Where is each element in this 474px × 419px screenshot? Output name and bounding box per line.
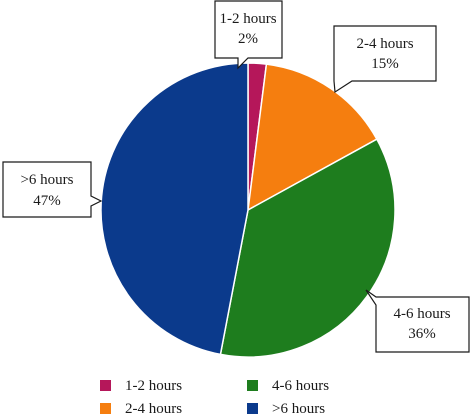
legend-swatch-gt6-hours (247, 403, 258, 414)
legend-label-gt6-hours: >6 hours (272, 401, 325, 417)
callout-4-6-hours-box (365, 289, 470, 353)
callout-4-6-hours: 4-6 hours 36% (365, 289, 470, 353)
legend-label-1-2-hours: 1-2 hours (125, 378, 182, 394)
pie-slice-gt6-hours (100, 62, 249, 356)
pie-slice-4-6-hours (219, 138, 396, 358)
callout-2-4-hours: 2-4 hours 15% (333, 25, 437, 94)
callout-1-2-hours-box (214, 0, 283, 70)
callout-gt6-hours-label: >6 hours (20, 172, 73, 188)
pie-slice-2-4-hours (247, 63, 378, 212)
callout-gt6-hours-box (2, 161, 103, 218)
legend-label-4-6-hours: 4-6 hours (272, 378, 329, 394)
callout-1-2-hours: 1-2 hours 2% (214, 0, 283, 70)
legend-swatch-1-2-hours (100, 380, 111, 391)
callout-2-4-hours-value: 15% (371, 56, 399, 72)
pie-slices (100, 62, 396, 358)
callout-gt6-hours-value: 47% (33, 193, 61, 209)
callout-4-6-hours-label: 4-6 hours (393, 306, 450, 322)
legend: 1-2 hours 4-6 hours 2-4 hours >6 hours (100, 378, 329, 417)
callout-4-6-hours-value: 36% (408, 326, 436, 342)
callout-1-2-hours-value: 2% (238, 31, 258, 47)
callout-2-4-hours-box (333, 25, 437, 94)
callout-2-4-hours-label: 2-4 hours (356, 36, 413, 52)
legend-label-2-4-hours: 2-4 hours (125, 401, 182, 417)
legend-swatch-2-4-hours (100, 403, 111, 414)
callout-1-2-hours-label: 1-2 hours (219, 11, 276, 27)
callout-gt6-hours: >6 hours 47% (2, 161, 103, 218)
legend-swatch-4-6-hours (247, 380, 258, 391)
